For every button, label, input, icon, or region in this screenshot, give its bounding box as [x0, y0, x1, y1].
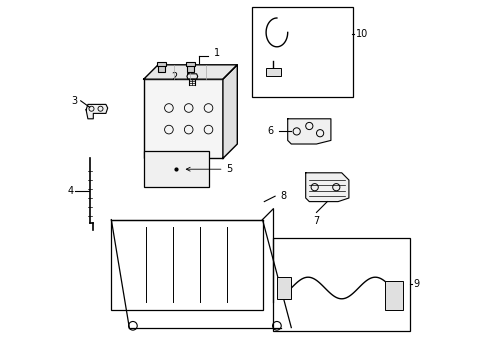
Text: 4: 4 [67, 186, 73, 196]
Bar [251, 7, 352, 97]
Text: 7: 7 [313, 216, 319, 226]
Text: 9: 9 [413, 279, 419, 289]
Text: 10: 10 [355, 29, 367, 39]
Bar [186, 63, 194, 72]
Text: 3: 3 [71, 96, 77, 106]
Text: 6: 6 [266, 126, 273, 136]
Bar [157, 62, 166, 66]
Bar [111, 220, 262, 310]
Bar [185, 62, 195, 66]
Bar [273, 238, 409, 331]
Bar [143, 151, 208, 187]
Polygon shape [305, 173, 348, 202]
Text: 5: 5 [186, 164, 232, 174]
Polygon shape [143, 65, 237, 79]
Polygon shape [287, 119, 330, 144]
Text: 1: 1 [213, 48, 220, 58]
Bar [143, 79, 223, 158]
Bar [384, 281, 402, 310]
Bar [265, 68, 280, 76]
Polygon shape [186, 74, 197, 79]
Polygon shape [86, 104, 107, 119]
Bar [158, 63, 165, 72]
Polygon shape [223, 65, 237, 158]
Text: 2: 2 [171, 72, 177, 82]
Text: 8: 8 [280, 191, 286, 201]
Bar [276, 277, 291, 299]
